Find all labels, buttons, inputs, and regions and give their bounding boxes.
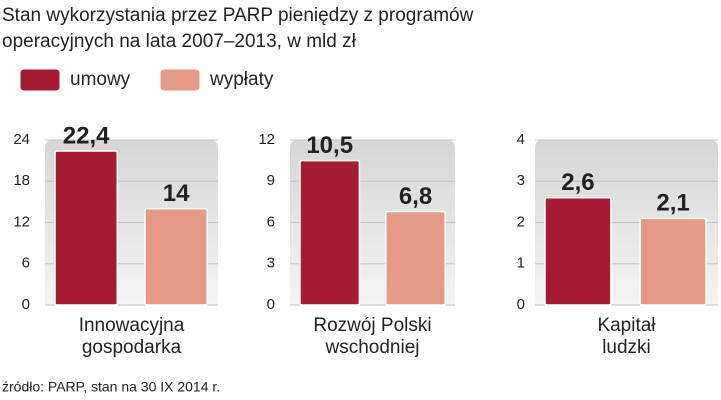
y-tick-label: 1 xyxy=(517,255,525,272)
y-tick-label: 6 xyxy=(267,213,275,230)
bar xyxy=(544,197,612,306)
y-tick-label: 18 xyxy=(13,172,30,189)
x-axis-label: Rozwój Polski xyxy=(313,315,431,336)
x-axis-label: Kapitał xyxy=(597,315,656,336)
y-tick-label: 12 xyxy=(258,131,275,148)
legend-label: umowy xyxy=(70,69,131,90)
bar xyxy=(299,159,361,306)
y-tick-label: 3 xyxy=(267,255,275,272)
bar xyxy=(54,150,119,306)
x-axis-label: wschodniej xyxy=(325,337,420,358)
value-label: 10,5 xyxy=(306,132,353,159)
x-axis-label: ludzki xyxy=(602,337,651,358)
chart-title: Stan wykorzystania przez PARP pieniędzy … xyxy=(2,5,474,26)
legend-swatch xyxy=(159,68,201,92)
y-tick-label: 2 xyxy=(517,213,525,230)
bar xyxy=(385,210,446,306)
y-tick-label: 24 xyxy=(13,131,30,148)
y-tick-label: 9 xyxy=(267,172,275,189)
y-tick-label: 0 xyxy=(517,296,525,313)
value-label: 2,1 xyxy=(656,190,689,217)
value-label: 22,4 xyxy=(63,122,110,149)
value-label: 2,6 xyxy=(561,169,594,196)
bar xyxy=(144,208,208,306)
y-tick-label: 4 xyxy=(517,131,525,148)
legend-swatch xyxy=(19,68,61,92)
value-label: 6,8 xyxy=(399,183,432,210)
x-axis-label: gospodarka xyxy=(82,337,182,358)
x-axis-label: Innowacyjna xyxy=(79,315,185,336)
bar xyxy=(639,217,707,306)
y-tick-label: 0 xyxy=(22,296,30,313)
legend-label: wypłaty xyxy=(209,69,274,90)
chart-title: operacyjnych na lata 2007–2013, w mld zł xyxy=(2,31,357,52)
value-label: 14 xyxy=(163,180,190,207)
y-tick-label: 3 xyxy=(517,172,525,189)
y-tick-label: 6 xyxy=(22,255,30,272)
source: źródło: PARP, stan na 30 IX 2014 r. xyxy=(2,379,220,395)
y-tick-label: 0 xyxy=(267,296,275,313)
y-tick-label: 12 xyxy=(13,213,30,230)
